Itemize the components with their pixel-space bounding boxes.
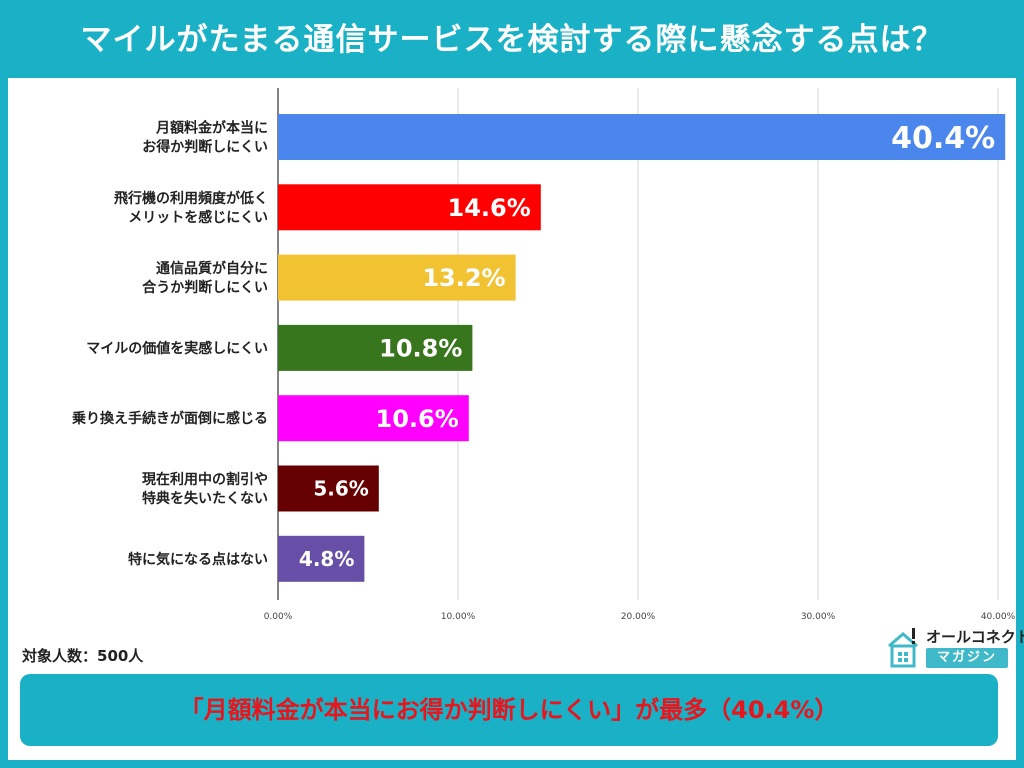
category-label: 乗り換え手続きが面倒に感じる — [71, 410, 268, 427]
category-label: 通信品質が自分に合うか判断しにくい — [142, 260, 268, 296]
header-bar: マイルがたまる通信サービスを検討する際に懸念する点は？ — [0, 0, 1024, 78]
bar — [278, 254, 516, 301]
brand-logo: オールコネクト マガジン — [886, 626, 1024, 670]
x-tick-label: 30.00% — [801, 612, 836, 622]
x-tick-label: 20.00% — [621, 612, 656, 622]
house-icon — [888, 628, 918, 668]
logo-brand-name: オールコネクト — [926, 628, 1024, 646]
logo-subtitle: マガジン — [926, 648, 1008, 668]
data-label: 4.8% — [299, 547, 354, 571]
x-tick-label: 0.00% — [264, 612, 293, 622]
x-tick-label: 40.00% — [981, 612, 1016, 622]
bar — [278, 465, 379, 512]
sample-size-label: 対象人数：500人 — [22, 647, 144, 665]
bar — [278, 324, 473, 371]
bar — [278, 535, 365, 582]
category-label: 月額料金が本当にお得か判断しにくい — [142, 120, 268, 156]
summary-banner: 「月額料金が本当にお得か判断しにくい」が最多（40.4%） — [20, 674, 998, 746]
page-title: マイルがたまる通信サービスを検討する際に懸念する点は？ — [80, 22, 944, 58]
bar — [278, 184, 541, 231]
category-label: 現在利用中の割引や特典を失いたくない — [142, 471, 268, 507]
data-label: 14.6% — [448, 194, 531, 222]
data-label: 13.2% — [422, 264, 505, 292]
category-label: 飛行機の利用頻度が低くメリットを感じにくい — [113, 190, 268, 226]
category-label: 特に気になる点はない — [128, 551, 268, 568]
summary-text: 「月額料金が本当にお得か判断しにくい」が最多（40.4%） — [179, 696, 839, 724]
data-label: 10.8% — [379, 335, 462, 363]
category-label: マイルの価値を実感しにくい — [86, 340, 268, 357]
bar — [278, 114, 1006, 160]
data-label: 5.6% — [313, 477, 368, 501]
data-label: 40.4% — [891, 121, 995, 156]
data-label: 10.6% — [376, 405, 459, 433]
frame-border-left — [0, 78, 8, 768]
bar — [278, 395, 469, 442]
frame-border-bottom — [0, 760, 1024, 768]
bar-chart: 0.00% 10.00% 20.00% 30.00% 40.00% 月額料金が本当にお得か… — [71, 88, 1016, 622]
x-tick-label: 10.00% — [441, 612, 476, 622]
frame-border-right — [1016, 78, 1024, 768]
